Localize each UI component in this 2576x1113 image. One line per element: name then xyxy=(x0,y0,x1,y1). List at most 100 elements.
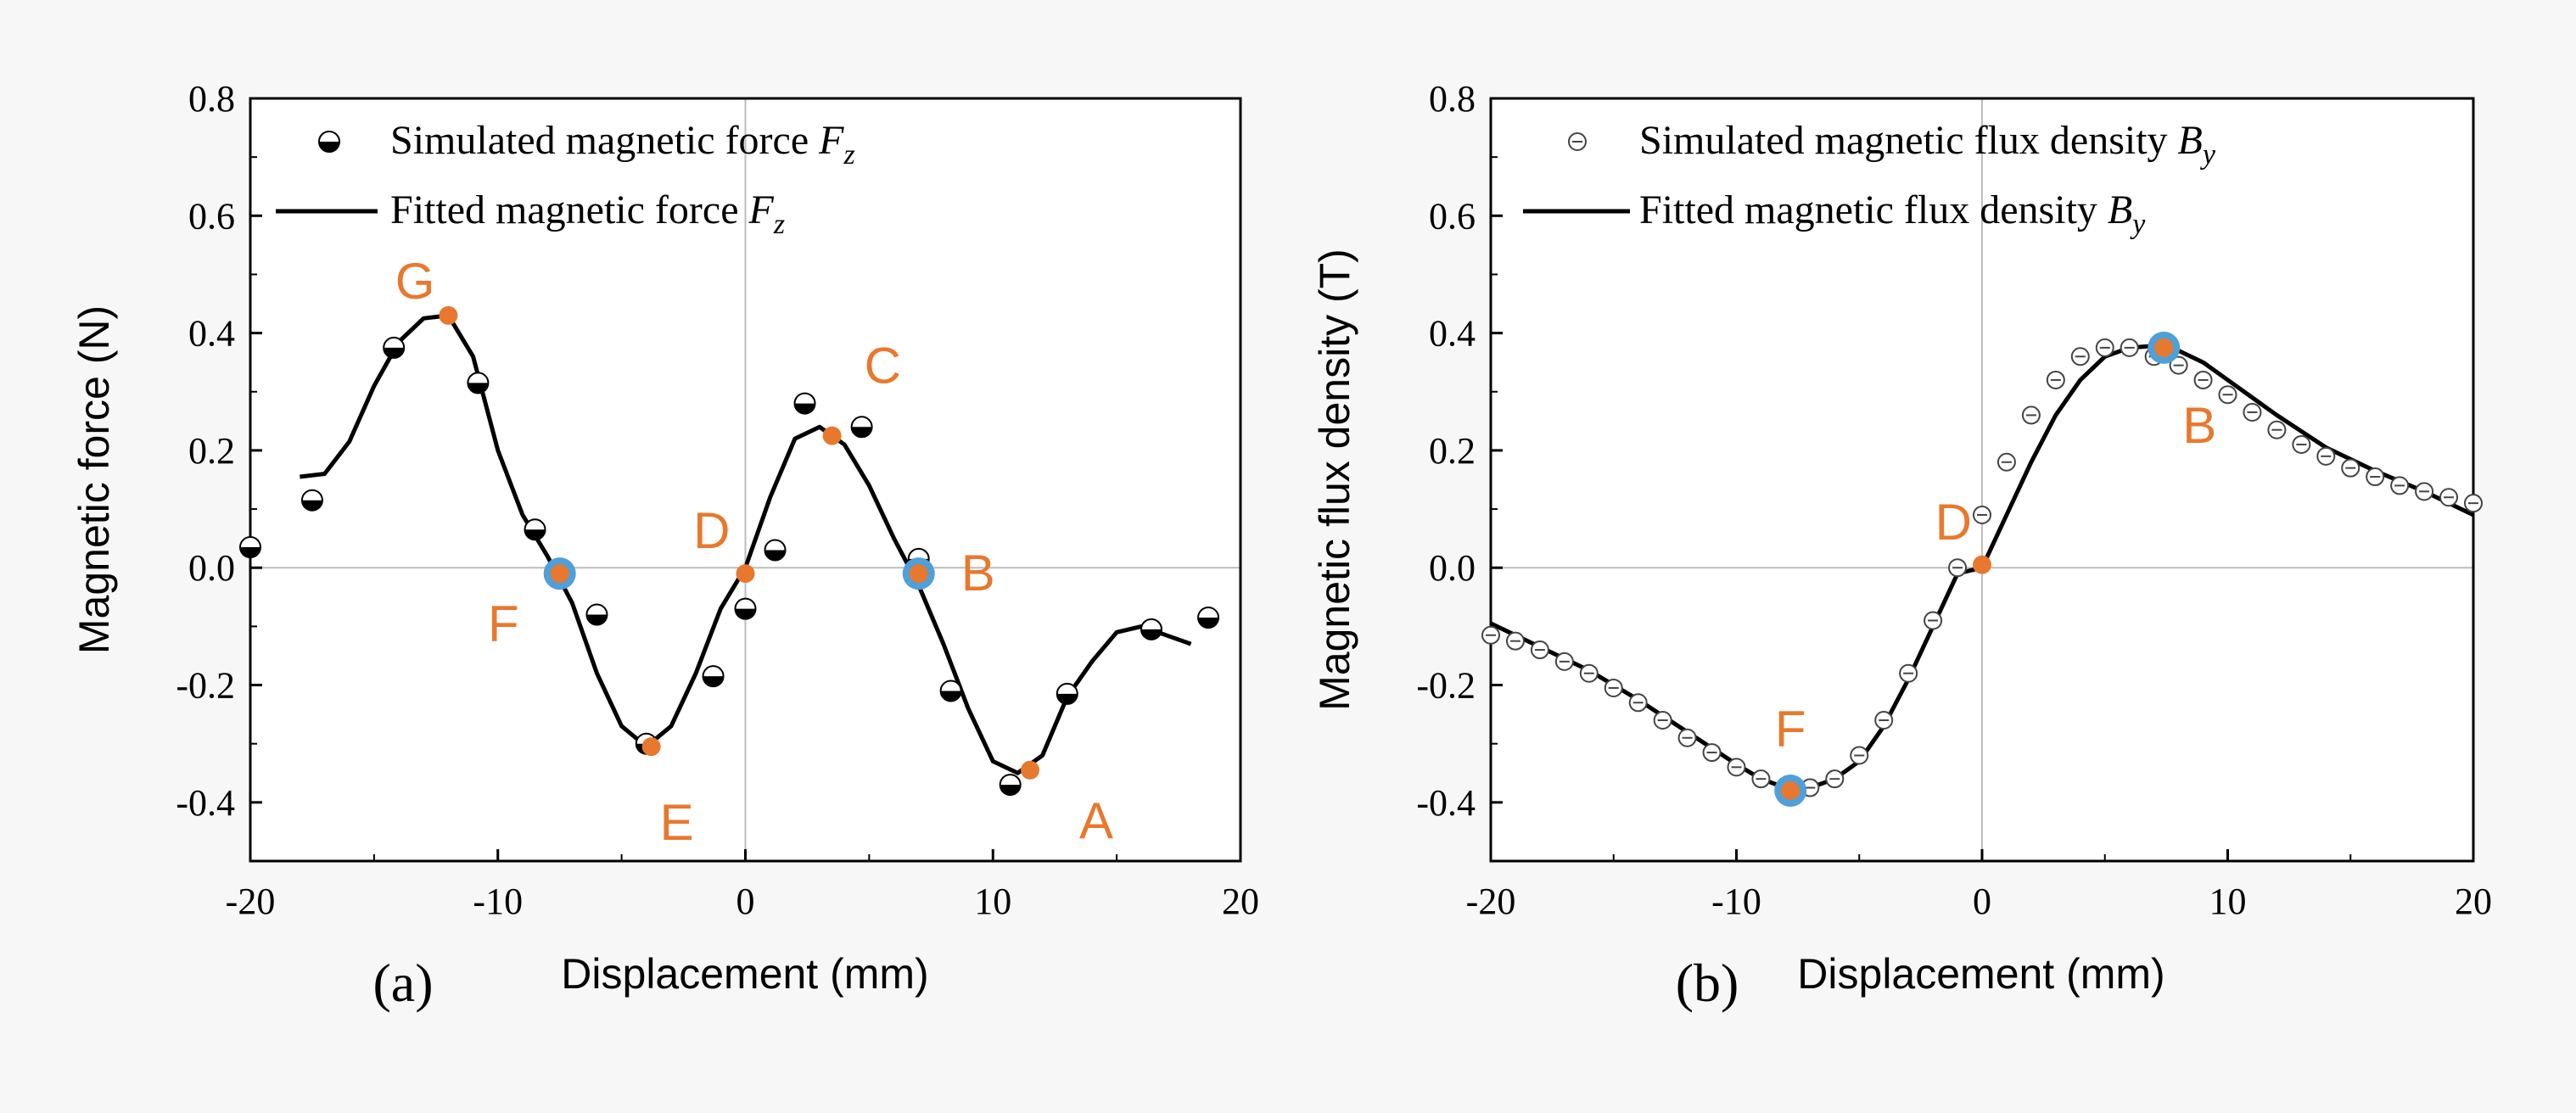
simulated-point xyxy=(2464,494,2483,513)
chart-panel-b: -20 -10 0 10 20 -0.4 -0.2 0.0 0.2 0.4 0.6 0.8 Magnet… xyxy=(1311,78,2492,1013)
simulated-point xyxy=(467,372,490,394)
simulated-point xyxy=(2316,446,2336,466)
key-point-label: F xyxy=(488,596,519,652)
simulated-point xyxy=(2439,488,2459,507)
simulated-point xyxy=(1751,769,1771,789)
x-tick-label: 0 xyxy=(1973,881,1991,922)
simulated-point xyxy=(1505,631,1525,651)
legend-simulated-label: Simulated magnetic flux density By xyxy=(1639,118,2216,171)
simulated-point xyxy=(1924,611,1943,630)
key-point-label: F xyxy=(1775,701,1806,758)
marker-half-fill xyxy=(240,547,260,558)
marker-half-fill xyxy=(586,614,608,625)
x-tick-label: 0 xyxy=(736,881,755,922)
legend-simulated-marker xyxy=(318,131,340,153)
marker-half-fill xyxy=(1000,785,1021,796)
y-tick-label: 0.2 xyxy=(1429,430,1476,472)
legend-symbol: F xyxy=(748,187,775,232)
marker-half-fill xyxy=(1056,693,1078,704)
simulated-point xyxy=(1825,769,1845,789)
simulated-point xyxy=(2169,355,2188,375)
simulated-point xyxy=(1677,728,1697,747)
simulated-point xyxy=(1874,711,1894,730)
key-point-D xyxy=(1973,555,1991,574)
legend-subscript: z xyxy=(773,209,785,240)
simulated-point xyxy=(2267,420,2287,439)
simulated-point xyxy=(793,392,816,415)
chart-panel-a: -20 -10 0 10 20 -0.4 -0.2 0.0 0.2 0.4 0.6 0.8 Magnet… xyxy=(70,78,1259,1013)
y-tick-label: -0.4 xyxy=(176,782,235,824)
key-point-B xyxy=(909,564,928,584)
y-axis-label: Magnetic force (N) xyxy=(70,305,118,654)
simulated-point xyxy=(764,539,787,562)
key-point-F xyxy=(550,564,569,584)
simulated-point xyxy=(1628,693,1648,713)
simulated-point xyxy=(2366,467,2385,487)
x-tick-label: -20 xyxy=(1466,881,1516,922)
simulated-point xyxy=(2390,476,2410,495)
simulated-point xyxy=(1948,558,1968,578)
marker-half-fill xyxy=(703,676,724,687)
simulated-point xyxy=(1973,505,1991,524)
legend-simulated-label: Simulated magnetic force Fz xyxy=(390,118,855,171)
y-tick-label: 0.4 xyxy=(188,313,235,355)
simulated-point xyxy=(1579,663,1599,683)
marker-half-fill xyxy=(764,550,786,561)
x-tick-label: -10 xyxy=(1711,881,1761,922)
legend-subscript: y xyxy=(2200,139,2216,171)
simulated-point xyxy=(1727,758,1746,777)
simulated-point xyxy=(2292,435,2311,455)
simulated-point xyxy=(850,416,873,439)
simulated-point xyxy=(1702,743,1722,763)
simulated-point xyxy=(1899,663,1918,683)
key-point-D xyxy=(736,564,755,584)
simulated-point xyxy=(1481,625,1500,645)
simulated-point xyxy=(999,774,1022,797)
simulated-point xyxy=(939,680,962,702)
marker-half-fill xyxy=(1198,618,1219,629)
legend-fitted-label: Fitted magnetic force Fz xyxy=(390,187,785,240)
simulated-point xyxy=(1140,618,1162,640)
key-point-A xyxy=(1021,760,1040,780)
x-tick-label: -10 xyxy=(473,881,523,922)
y-tick-label: 0.8 xyxy=(188,78,235,120)
marker-half-fill xyxy=(735,608,756,619)
legend-symbol: B xyxy=(2108,187,2132,232)
simulated-point xyxy=(2341,458,2360,478)
simulated-point xyxy=(1197,607,1220,629)
simulated-point xyxy=(383,336,406,359)
key-point-label: C xyxy=(865,338,901,394)
x-tick-label: 10 xyxy=(2209,881,2247,922)
marker-half-fill xyxy=(851,427,872,438)
x-tick-label: 20 xyxy=(2455,881,2492,922)
simulated-point xyxy=(1530,640,1549,660)
simulated-point xyxy=(2120,338,2139,357)
simulated-point xyxy=(2021,405,2041,425)
key-point-label: A xyxy=(1079,792,1113,849)
y-tick-label: 0.0 xyxy=(188,547,235,589)
key-point-label: B xyxy=(961,545,995,601)
x-tick-label: 20 xyxy=(1222,881,1259,922)
simulated-point xyxy=(2046,370,2065,389)
y-tick-label: 0.4 xyxy=(1429,313,1476,355)
key-point-label: G xyxy=(395,253,435,310)
simulated-point xyxy=(2415,482,2434,501)
panel-label: (a) xyxy=(372,953,433,1013)
marker-half-fill xyxy=(524,529,546,540)
marker-half-fill xyxy=(1140,629,1162,640)
simulated-point xyxy=(1554,652,1574,671)
marker-half-fill xyxy=(468,383,489,394)
legend-subscript: y xyxy=(2130,209,2146,240)
y-tick-label: -0.2 xyxy=(176,665,235,707)
simulated-point xyxy=(524,518,546,541)
key-point-label: D xyxy=(1935,494,1972,551)
y-tick-label: -0.2 xyxy=(1416,665,1476,707)
legend-symbol: F xyxy=(818,118,844,163)
key-point-E xyxy=(641,737,661,757)
y-tick-label: 0.6 xyxy=(1429,195,1476,237)
simulated-point xyxy=(2218,385,2237,405)
key-point-label: D xyxy=(693,502,730,559)
marker-half-fill xyxy=(319,142,339,152)
